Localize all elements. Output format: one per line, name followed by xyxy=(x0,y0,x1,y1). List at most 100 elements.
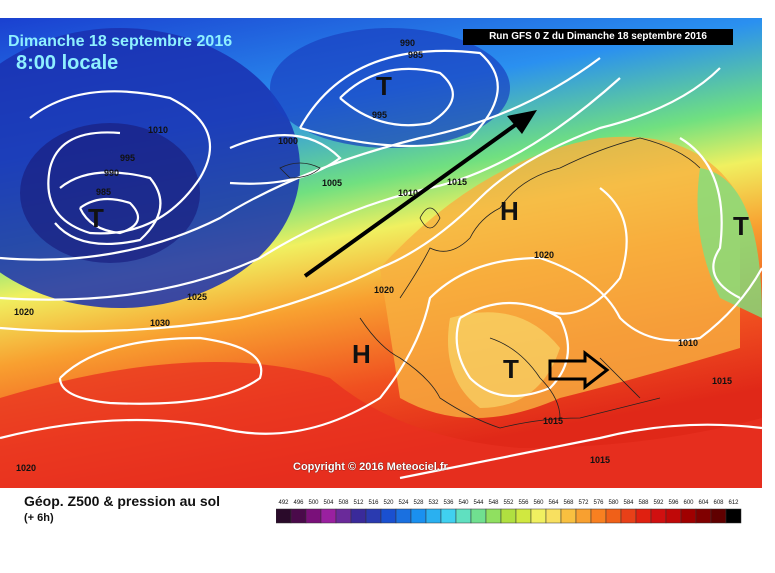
scale-tick-label: 608 xyxy=(713,500,724,506)
isobar-label: 990 xyxy=(104,168,119,178)
scale-tick-label: 572 xyxy=(578,500,589,506)
legend-subtitle: (+ 6h) xyxy=(24,512,54,524)
scale-swatch xyxy=(620,508,637,524)
arrow-shaft xyxy=(303,116,527,278)
isobar-label: 1015 xyxy=(712,376,732,386)
scale-swatch xyxy=(650,508,667,524)
isobar-line xyxy=(58,336,263,405)
coastlines xyxy=(279,137,701,429)
scale-swatch xyxy=(695,508,712,524)
scale-swatch xyxy=(575,508,592,524)
scale-swatch xyxy=(545,508,562,524)
scale-swatch xyxy=(725,508,742,524)
scale-swatch xyxy=(590,508,607,524)
scale-tick-label: 564 xyxy=(548,500,559,506)
scale-swatch xyxy=(290,508,307,524)
scale-tick-label: 512 xyxy=(353,500,364,506)
low-marker: T xyxy=(376,71,392,101)
isobar-line xyxy=(679,137,741,299)
high-marker: H xyxy=(352,339,371,369)
copyright: Copyright © 2016 Meteociel.fr xyxy=(293,461,448,473)
scale-tick-label: 516 xyxy=(368,500,379,506)
outline-arrow xyxy=(548,349,610,391)
scale-swatch xyxy=(395,508,412,524)
scale-swatch xyxy=(380,508,397,524)
scale-tick-label: 584 xyxy=(623,500,634,506)
scale-tick-label: 592 xyxy=(653,500,664,506)
isobar-label: 1015 xyxy=(590,455,610,465)
isobar-label: 1030 xyxy=(150,318,170,328)
isobar-line xyxy=(539,187,628,315)
low-marker: T xyxy=(733,211,749,241)
scale-tick-label: 604 xyxy=(698,500,709,506)
coastline xyxy=(599,357,641,399)
scale-swatch xyxy=(470,508,487,524)
coastline xyxy=(279,162,321,179)
isobar-label: 995 xyxy=(120,153,135,163)
isobar-line xyxy=(399,423,762,480)
scale-tick-label: 532 xyxy=(428,500,439,506)
isobar-line xyxy=(339,67,454,127)
isobar-label: 1020 xyxy=(534,250,554,260)
scale-tick-label: 500 xyxy=(308,500,319,506)
isobar-line xyxy=(455,302,570,398)
scale-tick-label: 560 xyxy=(533,500,544,506)
high-marker: H xyxy=(500,196,519,226)
scale-tick-label: 496 xyxy=(293,500,304,506)
scale-swatch xyxy=(515,508,532,524)
isobar-label: 1020 xyxy=(374,285,394,295)
scale-swatch xyxy=(305,508,322,524)
scale-tick-label: 612 xyxy=(728,500,739,506)
isobar-line xyxy=(0,256,762,440)
scale-tick-label: 552 xyxy=(503,500,514,506)
scale-tick-label: 536 xyxy=(443,500,454,506)
isobar-label: 985 xyxy=(96,187,111,197)
scale-tick-label: 596 xyxy=(668,500,679,506)
isobar-label: 990 xyxy=(400,38,415,48)
scale-swatch xyxy=(425,508,442,524)
scale-tick-label: 492 xyxy=(278,500,289,506)
scale-swatch xyxy=(710,508,727,524)
scale-swatch xyxy=(485,508,502,524)
isobar-label: 1010 xyxy=(678,338,698,348)
isobar-line xyxy=(29,90,212,235)
isobar-labels: 990 985 995 1010 995 990 985 1000 1005 1… xyxy=(14,38,732,473)
scale-swatch xyxy=(440,508,457,524)
scale-tick-label: 568 xyxy=(563,500,574,506)
isobar-label: 1020 xyxy=(14,307,34,317)
scale-swatch xyxy=(410,508,427,524)
isobar-label: 985 xyxy=(408,50,423,60)
run-label: Run GFS 0 Z du Dimanche 18 septembre 201… xyxy=(463,29,733,45)
scale-tick-label: 600 xyxy=(683,500,694,506)
low-core xyxy=(20,123,200,263)
scale-tick-label: 520 xyxy=(383,500,394,506)
isobar-line xyxy=(78,197,140,235)
scale-tick-label: 580 xyxy=(608,500,619,506)
isobar-label: 995 xyxy=(372,110,387,120)
coastline xyxy=(489,337,561,419)
isobar-line xyxy=(299,49,499,148)
isobar-label: 1020 xyxy=(16,463,36,473)
scale-swatch xyxy=(350,508,367,524)
scale-swatch xyxy=(365,508,382,524)
map-date: Dimanche 18 septembre 2016 xyxy=(8,33,233,50)
flow-arrow xyxy=(303,110,537,278)
isobar-line xyxy=(229,134,342,185)
low-marker: T xyxy=(88,203,104,233)
coastline xyxy=(399,137,701,299)
pressure-systems: T T H H T T xyxy=(88,71,749,384)
isobar-line xyxy=(54,171,162,246)
isobars xyxy=(0,49,762,480)
isobar-label: 1000 xyxy=(278,136,298,146)
scale-tick-label: 528 xyxy=(413,500,424,506)
coastline xyxy=(359,317,661,429)
scale-swatch xyxy=(680,508,697,524)
low-marker: T xyxy=(503,354,519,384)
scale-swatch xyxy=(455,508,472,524)
isobar-label: 1025 xyxy=(187,292,207,302)
movement-arrow xyxy=(548,349,610,391)
scale-swatch xyxy=(500,508,517,524)
low-east xyxy=(697,168,762,318)
scale-swatch xyxy=(335,508,352,524)
weather-map: 990 985 995 1010 995 990 985 1000 1005 1… xyxy=(0,18,762,488)
